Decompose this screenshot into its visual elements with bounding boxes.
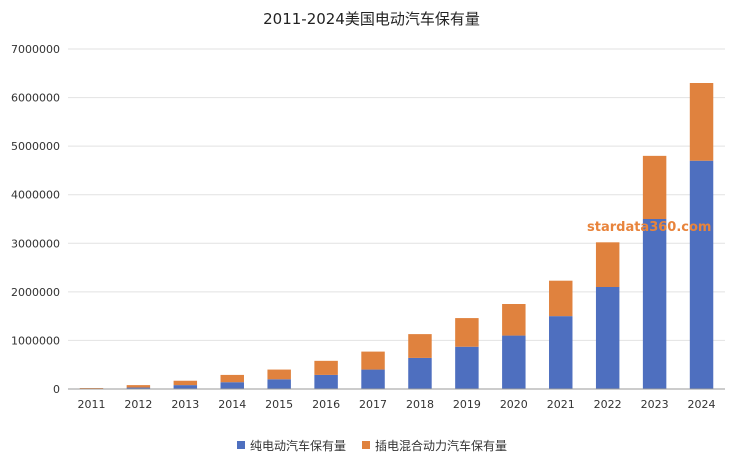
legend: 纯电动汽车保有量 插电混合动力汽车保有量 [237, 438, 507, 453]
chart-title: 2011-2024美国电动汽车保有量 [263, 10, 480, 28]
bar-segment-bev [549, 316, 573, 389]
bar-segment-phev [408, 334, 432, 358]
bar-segment-phev [502, 304, 526, 336]
bar-segment-bev [408, 357, 432, 389]
bar-segment-bev [689, 160, 714, 389]
x-tick-label: 2016 [312, 398, 340, 411]
y-tick-label: 1000000 [11, 334, 60, 347]
legend-swatch [237, 441, 245, 449]
x-tick-label: 2017 [359, 398, 387, 411]
bar-segment-bev [220, 382, 244, 389]
x-tick-label: 2024 [688, 398, 716, 411]
legend-label: 插电混合动力汽车保有量 [375, 438, 507, 453]
y-tick-label: 0 [53, 383, 60, 396]
bar-segment-phev [361, 351, 385, 370]
y-tick-label: 4000000 [11, 189, 60, 202]
watermark-text: stardata360.com [587, 220, 711, 235]
x-tick-label: 2021 [547, 398, 575, 411]
grid-lines [68, 48, 725, 341]
y-axis-ticks: 0 1000000 2000000 3000000 4000000 5000000 6000… [11, 43, 60, 396]
y-tick-label: 6000000 [11, 92, 60, 105]
bar-segment-bev [126, 387, 151, 389]
x-tick-label: 2020 [500, 398, 528, 411]
bar-segment-phev [689, 83, 714, 161]
x-tick-label: 2011 [77, 398, 105, 411]
bar-segment-bev [267, 379, 291, 389]
bar-segment-phev [549, 280, 573, 317]
bar-segment-bev [642, 219, 667, 389]
x-tick-label: 2018 [406, 398, 434, 411]
bar-segment-bev [595, 287, 620, 389]
legend-swatch [362, 441, 370, 449]
bar-segment-phev [642, 155, 667, 219]
bar-segment-bev [502, 335, 526, 389]
bar-segment-phev [595, 242, 620, 287]
bar-segment-bev [361, 369, 385, 389]
y-tick-label: 2000000 [11, 286, 60, 299]
bar-segment-phev [455, 318, 479, 347]
y-tick-label: 5000000 [11, 140, 60, 153]
x-tick-label: 2019 [453, 398, 481, 411]
bars [79, 83, 714, 389]
x-tick-label: 2022 [594, 398, 622, 411]
bar-segment-bev [314, 374, 338, 389]
bar-segment-phev [173, 380, 198, 386]
y-tick-label: 3000000 [11, 237, 60, 250]
x-tick-label: 2015 [265, 398, 293, 411]
x-axis-ticks: 2011 2012 2013 2014 2015 2016 2017 2018 2019 2020… [77, 398, 715, 411]
bar-segment-bev [173, 385, 198, 389]
bar-segment-phev [220, 374, 244, 383]
bar-segment-bev [455, 346, 479, 389]
legend-label: 纯电动汽车保有量 [250, 438, 346, 453]
bar-segment-phev [314, 360, 338, 375]
x-tick-label: 2013 [171, 398, 199, 411]
bar-segment-phev [267, 369, 291, 380]
x-tick-label: 2023 [641, 398, 669, 411]
y-tick-label: 7000000 [11, 43, 60, 56]
bar-segment-phev [126, 385, 151, 388]
x-tick-label: 2012 [124, 398, 152, 411]
x-tick-label: 2014 [218, 398, 246, 411]
